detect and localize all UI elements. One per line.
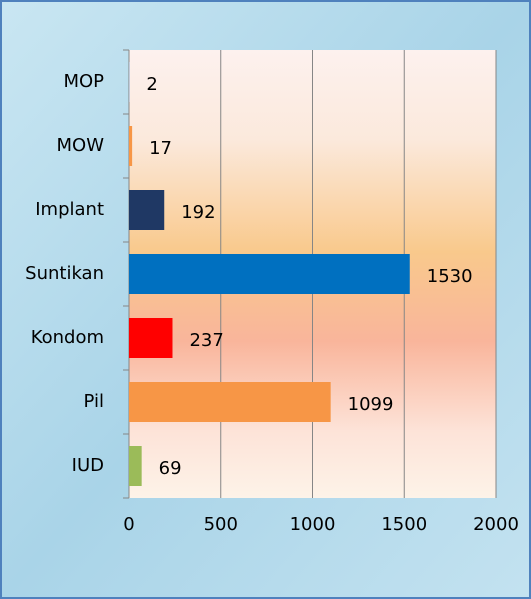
y-tick-label: Pil: [84, 391, 104, 412]
value-label: 2: [146, 74, 157, 95]
value-label: 1530: [427, 266, 473, 287]
bar: [129, 446, 142, 486]
value-label: 17: [149, 138, 172, 159]
bar: [129, 126, 132, 166]
y-tick-label: MOW: [57, 135, 105, 156]
bar: [129, 190, 164, 230]
y-tick-label: Suntikan: [25, 263, 104, 284]
y-tick-label: Implant: [35, 199, 104, 220]
chart: 0 500 1000 1500 2000 MOP 2 MOW 17 Implant 192 Sunti…: [0, 0, 531, 599]
page: {"chart_data": {"type": "bar", "orientat…: [0, 0, 531, 599]
value-label: 69: [159, 458, 182, 479]
y-tick-label: IUD: [72, 455, 104, 476]
bar: [129, 318, 172, 358]
y-tick-label: Kondom: [31, 327, 104, 348]
bar: [129, 382, 331, 422]
value-label: 192: [181, 202, 215, 223]
x-tick-label: 0: [123, 514, 134, 535]
bar: [129, 254, 410, 294]
x-tick-label: 1000: [290, 514, 336, 535]
x-tick-label: 2000: [473, 514, 519, 535]
y-tick-label: MOP: [63, 71, 104, 92]
value-label: 1099: [348, 394, 394, 415]
x-tick-label: 1500: [381, 514, 427, 535]
value-label: 237: [189, 330, 223, 351]
x-tick-label: 500: [204, 514, 238, 535]
